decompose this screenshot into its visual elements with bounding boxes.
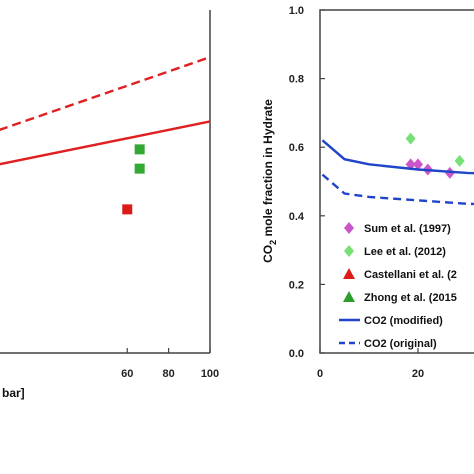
left-series-line-0 bbox=[0, 56, 211, 131]
left-x-tick-label: 80 bbox=[163, 368, 175, 380]
right-y-tick-label: 1.0 bbox=[289, 5, 304, 17]
right-y-tick-label: 0.8 bbox=[289, 74, 304, 86]
legend-label: Castellani et al. (2 bbox=[364, 269, 457, 281]
legend-swatch-marker bbox=[344, 222, 354, 234]
legend-swatch-marker bbox=[343, 291, 355, 302]
right-x-tick-label: 0 bbox=[317, 368, 323, 380]
legend-label: Zhong et al. (2015 bbox=[364, 292, 457, 304]
right-plot-frame bbox=[319, 9, 474, 354]
right-y-tick-label: 0.2 bbox=[289, 279, 304, 291]
right-x-tick-label: 20 bbox=[412, 368, 424, 380]
left-series-line-1 bbox=[0, 120, 211, 166]
right-data-point bbox=[413, 158, 423, 171]
right-plot: 0.0 0.2 0.4 0.6 0.8 1.0 0 20 CO2 mole fraction … bbox=[261, 5, 474, 380]
right-y-tick-label: 0.4 bbox=[289, 211, 305, 223]
legend-swatch-marker bbox=[343, 268, 355, 279]
right-series-line-4 bbox=[321, 139, 474, 175]
right-data-point bbox=[454, 154, 465, 167]
right-y-tick-label: 0.6 bbox=[289, 142, 304, 154]
legend-label: CO2 (modified) bbox=[364, 315, 443, 327]
left-data-point bbox=[134, 163, 145, 174]
right-y-tick-label: 0.0 bbox=[289, 348, 304, 360]
legend-swatch-marker bbox=[344, 245, 354, 257]
right-marks-group bbox=[321, 132, 474, 206]
left-x-axis-label: bar] bbox=[2, 386, 25, 400]
left-data-point bbox=[122, 204, 133, 215]
legend-label: Sum et al. (1997) bbox=[364, 223, 451, 235]
legend-label: Lee et al. (2012) bbox=[364, 246, 446, 258]
legend-label: CO2 (original) bbox=[364, 338, 437, 350]
left-x-tick-label: 100 bbox=[201, 368, 219, 380]
left-data-point bbox=[134, 144, 145, 155]
right-series-line-5 bbox=[321, 173, 474, 206]
right-y-axis-label: CO2 mole fraction in Hydrate bbox=[261, 99, 278, 263]
legend: Sum et al. (1997) Lee et al. (2012) Castel… bbox=[339, 222, 457, 350]
left-plot: 60 80 100 bar] bbox=[0, 10, 219, 400]
right-data-point bbox=[405, 132, 416, 145]
left-x-tick-label: 60 bbox=[121, 368, 133, 380]
